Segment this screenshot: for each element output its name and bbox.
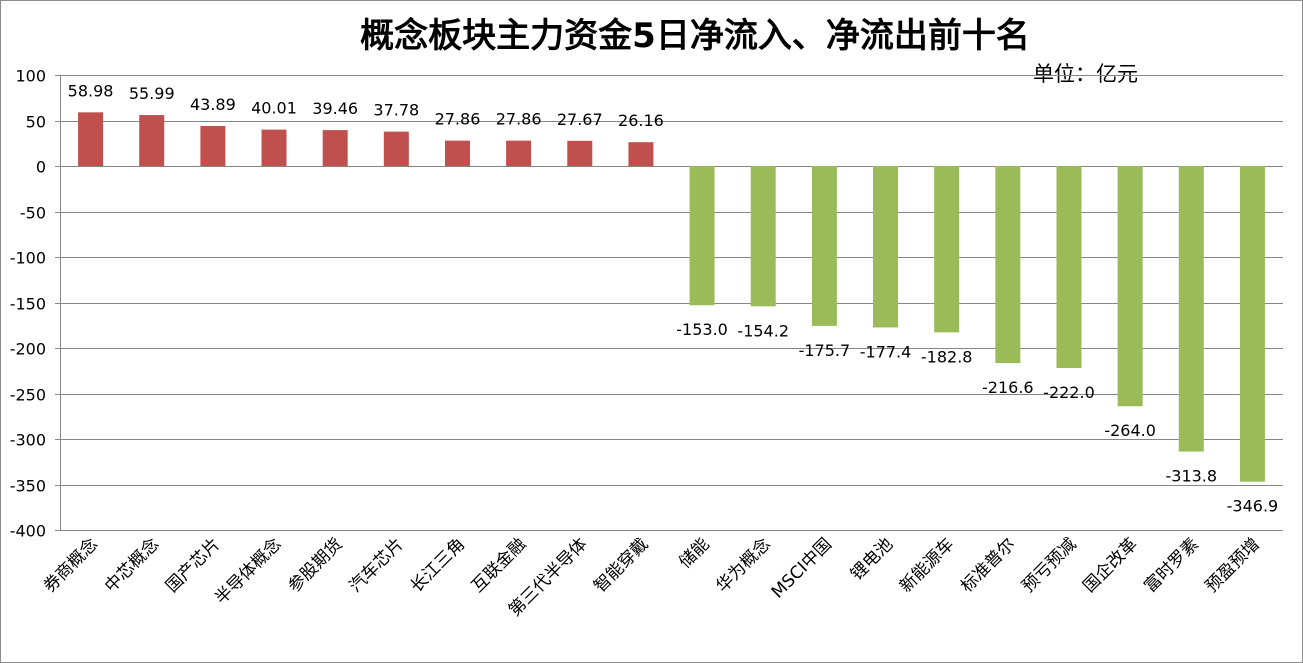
bar xyxy=(1117,166,1143,407)
category-label: 互联金融 xyxy=(468,534,530,596)
bar xyxy=(322,130,348,166)
data-label: -313.8 xyxy=(1165,467,1217,486)
category-label: 储能 xyxy=(675,534,713,572)
y-tick-label: -50 xyxy=(20,204,46,223)
data-labels: 58.98 55.99 43.89 40.01 39.46 37.78 27.86 27.86… xyxy=(68,81,1279,515)
data-label: -216.6 xyxy=(982,378,1034,397)
category-label: 预亏预减 xyxy=(1018,534,1080,596)
bar xyxy=(1239,166,1265,482)
y-tick-label: -150 xyxy=(10,295,46,314)
chart-title: 概念板块主力资金5日净流入、净流出前十名 xyxy=(360,16,1030,56)
y-tick-label: -200 xyxy=(10,340,46,359)
category-label: 锂电池 xyxy=(847,534,897,584)
bar xyxy=(139,115,165,166)
y-tick-label: -350 xyxy=(10,477,46,496)
bar xyxy=(995,166,1021,364)
bar xyxy=(78,112,104,166)
category-label: 智能穿戴 xyxy=(590,534,652,596)
data-label: 27.67 xyxy=(557,110,603,129)
bar xyxy=(934,166,960,333)
bar xyxy=(567,140,593,166)
bar xyxy=(750,166,776,307)
y-tick-label: 0 xyxy=(36,158,46,177)
y-tick-label: -100 xyxy=(10,249,46,268)
bar xyxy=(1056,166,1082,369)
category-label: 国企改革 xyxy=(1079,534,1141,596)
data-label: 58.98 xyxy=(68,81,114,100)
category-label: 国产芯片 xyxy=(162,534,224,596)
y-tick-label: -250 xyxy=(10,386,46,405)
category-labels: 券商概念中芯概念国产芯片半导体概念参股期货汽车芯片长江三角互联金融第三代半导体智… xyxy=(39,534,1264,621)
category-label: MSCI中国 xyxy=(768,534,836,602)
category-label: 富时罗素 xyxy=(1141,534,1203,596)
data-label: -222.0 xyxy=(1043,383,1095,402)
data-label: 43.89 xyxy=(190,95,236,114)
data-label: -175.7 xyxy=(799,341,851,360)
data-label: 55.99 xyxy=(129,84,175,103)
bar xyxy=(628,142,654,166)
unit-label: 单位：亿元 xyxy=(1033,62,1138,86)
category-label: 券商概念 xyxy=(39,534,102,597)
category-label: 预盈预增 xyxy=(1202,534,1264,596)
bars xyxy=(78,112,1265,482)
y-tick-label: 50 xyxy=(26,113,46,132)
category-label: 长江三角 xyxy=(407,534,469,596)
data-label: -264.0 xyxy=(1104,421,1156,440)
bar xyxy=(383,131,409,166)
category-label: 半导体概念 xyxy=(211,534,286,609)
y-tick-label: -300 xyxy=(10,431,46,450)
bar xyxy=(1178,166,1204,452)
y-axis-ticks: 100 50 0 -50 -100 -150 -200 -250 -300 -350 -400 xyxy=(10,67,46,541)
category-label: 参股期货 xyxy=(284,534,346,596)
data-label: 26.16 xyxy=(618,111,664,130)
data-label: -177.4 xyxy=(860,342,912,361)
category-label: 标准普尔 xyxy=(957,534,1019,596)
data-label: 40.01 xyxy=(251,99,297,118)
data-label: 27.86 xyxy=(496,110,542,129)
bar xyxy=(200,126,226,166)
data-label: 37.78 xyxy=(373,101,419,120)
bar xyxy=(506,140,532,166)
grid-lines xyxy=(55,75,1283,531)
category-label: 汽车芯片 xyxy=(346,534,408,596)
data-label: -346.9 xyxy=(1227,497,1279,516)
bar xyxy=(689,166,715,306)
category-label: 新能源车 xyxy=(896,534,958,596)
data-label: 39.46 xyxy=(312,99,358,118)
category-label: 中芯概念 xyxy=(100,534,163,597)
bar xyxy=(811,166,837,326)
y-tick-label: -400 xyxy=(10,522,46,541)
bar xyxy=(261,129,287,166)
data-label: -153.0 xyxy=(676,320,728,339)
bar xyxy=(873,166,899,328)
data-label: -182.8 xyxy=(921,347,973,366)
y-tick-label: 100 xyxy=(15,67,46,86)
data-label: 27.86 xyxy=(435,110,481,129)
data-label: -154.2 xyxy=(737,321,789,340)
bar xyxy=(444,140,470,166)
category-label: 华为概念 xyxy=(712,534,775,597)
